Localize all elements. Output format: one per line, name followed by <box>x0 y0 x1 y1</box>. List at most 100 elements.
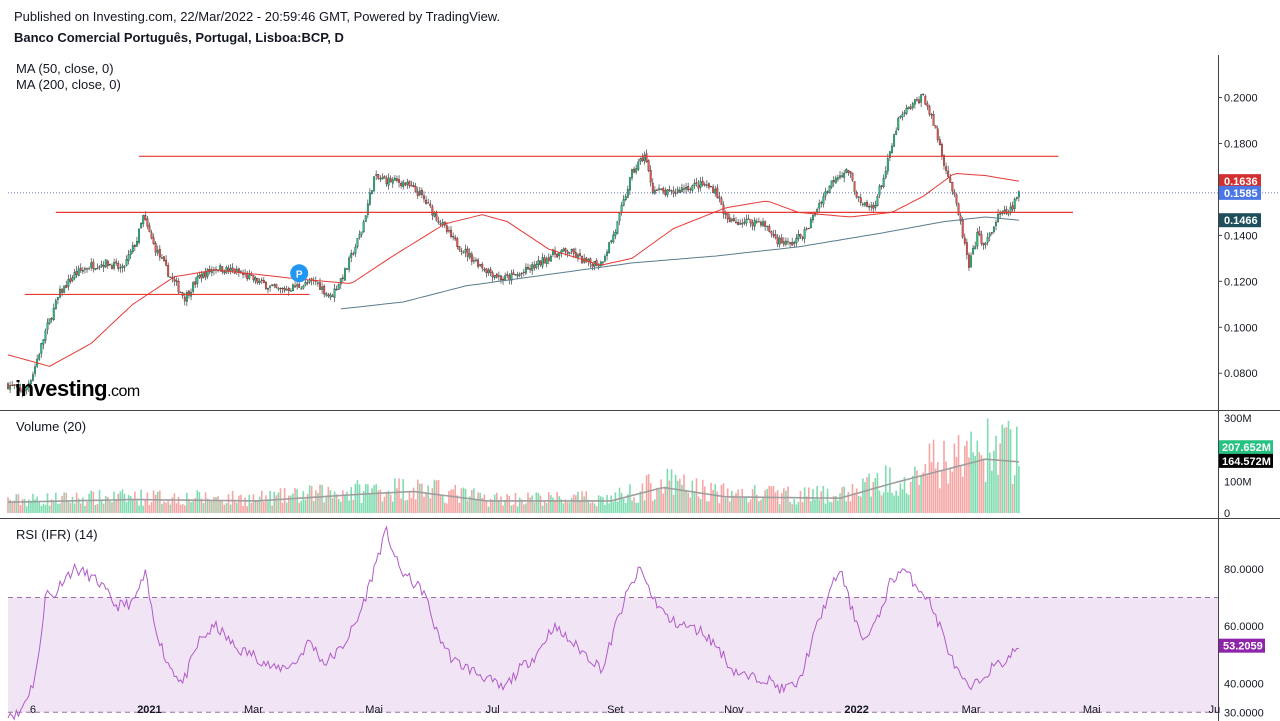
candle <box>96 267 99 270</box>
volume-bar <box>645 475 648 513</box>
volume-bar <box>789 501 791 513</box>
volume-bar <box>389 494 392 513</box>
volume-legend[interactable]: Volume (20) <box>16 419 87 434</box>
volume-bar <box>408 491 411 513</box>
ma200-legend[interactable]: MA (200, close, 0) <box>16 77 121 92</box>
volume-bar <box>125 501 128 513</box>
candle <box>589 258 592 264</box>
volume-bar <box>889 467 891 513</box>
candle <box>807 227 810 230</box>
candle <box>576 254 579 258</box>
candle <box>329 294 332 298</box>
candle <box>978 230 981 235</box>
volume-tick-label: 300M <box>1224 413 1252 425</box>
candle <box>1015 197 1018 199</box>
volume-bar <box>955 456 958 513</box>
volume-bar <box>535 492 538 513</box>
candle <box>38 354 41 360</box>
volume-bar <box>978 452 981 513</box>
candle <box>56 297 59 300</box>
x-tick-label: 6 <box>30 704 36 716</box>
volume-bar <box>805 496 808 513</box>
rsi-legend[interactable]: RSI (IFR) (14) <box>16 527 98 542</box>
volume-bar <box>107 496 109 513</box>
candle <box>895 130 898 135</box>
volume-bar <box>198 492 201 513</box>
volume-bar <box>612 501 615 513</box>
candle <box>518 273 521 276</box>
volume-bar <box>649 483 652 513</box>
volume-bar <box>94 504 97 513</box>
volume-bar <box>857 496 860 513</box>
candle <box>504 275 507 280</box>
volume-bar <box>860 496 862 513</box>
candle <box>387 177 390 186</box>
volume-bar <box>922 472 924 513</box>
volume-bar <box>564 499 567 513</box>
candle <box>876 196 879 207</box>
candle <box>545 258 548 264</box>
volume-bar <box>236 502 238 513</box>
candle <box>59 288 61 298</box>
volume-bar <box>132 498 134 513</box>
candle <box>737 222 740 225</box>
candle <box>853 181 856 192</box>
volume-bar <box>290 495 292 513</box>
candle <box>566 250 569 254</box>
volume-bar <box>435 480 438 513</box>
candle <box>198 275 201 278</box>
volume-bar <box>61 495 63 513</box>
volume-bar <box>90 490 92 513</box>
volume-bar <box>471 489 473 513</box>
candle <box>472 260 475 262</box>
volume-bar <box>283 487 286 513</box>
volume-bar <box>635 502 637 513</box>
candle <box>185 292 188 302</box>
candle <box>81 270 84 272</box>
volume-bar <box>926 475 929 513</box>
volume-bar <box>173 493 176 513</box>
candle <box>980 234 983 244</box>
candle <box>535 263 538 268</box>
volume-bar <box>964 445 966 513</box>
volume-bar <box>356 480 359 513</box>
candle <box>909 106 912 109</box>
volume-bar <box>647 473 650 513</box>
candle <box>121 265 124 268</box>
candle <box>857 196 860 198</box>
candle <box>547 257 550 261</box>
volume-bar <box>710 482 712 513</box>
candle <box>820 201 823 204</box>
volume-bar <box>976 440 979 513</box>
volume-bar <box>666 468 669 513</box>
volume-bar <box>312 500 315 513</box>
candle <box>439 223 442 225</box>
volume-bar <box>853 492 856 513</box>
candle <box>404 182 407 186</box>
ma50-legend[interactable]: MA (50, close, 0) <box>16 61 114 76</box>
volume-bar <box>758 501 760 513</box>
volume-bar <box>196 490 199 513</box>
volume-bar <box>793 498 796 513</box>
volume-bar <box>92 491 95 513</box>
candle <box>210 269 213 273</box>
volume-bar <box>674 474 677 513</box>
candle <box>402 181 405 187</box>
volume-bar <box>387 490 390 513</box>
candle <box>710 186 712 188</box>
candle <box>371 190 373 195</box>
volume-bar <box>624 502 627 513</box>
candle <box>668 189 671 192</box>
volume-bar <box>223 504 226 513</box>
volume-bar <box>342 490 344 513</box>
candle <box>292 284 294 292</box>
candle <box>597 264 600 267</box>
volume-bar <box>300 500 303 513</box>
candle <box>606 251 608 256</box>
candle <box>859 197 862 203</box>
candle <box>34 366 36 374</box>
volume-bar <box>40 505 43 513</box>
candle <box>637 161 640 170</box>
candle <box>695 182 698 184</box>
